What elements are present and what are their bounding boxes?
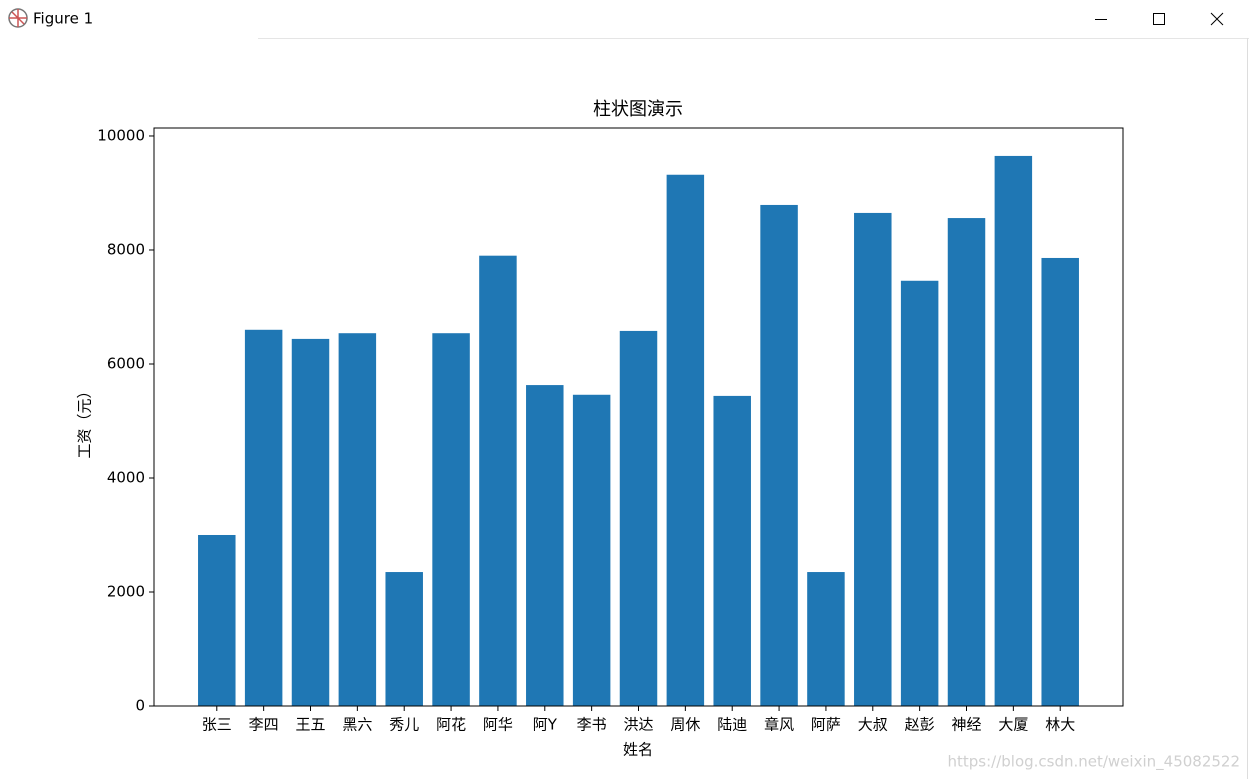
- window-title: Figure 1: [33, 10, 93, 28]
- x-tick-label: 章风: [764, 716, 794, 734]
- x-tick-label: 黑六: [342, 716, 372, 734]
- x-tick-label: 阿花: [436, 716, 466, 734]
- x-tick-label: 洪达: [623, 716, 653, 734]
- x-tick-label: 阿萨: [811, 716, 841, 734]
- bar: [572, 394, 611, 706]
- x-tick-label: 周休: [670, 716, 700, 734]
- bar: [432, 333, 470, 706]
- y-tick-label: 4000: [107, 468, 145, 486]
- bar: [854, 212, 892, 707]
- x-tick-label: 阿Y: [533, 716, 558, 734]
- x-tick-label: 大叔: [858, 716, 888, 734]
- bar: [666, 174, 705, 706]
- y-tick-label: 2000: [107, 582, 145, 600]
- x-tick-label: 神经: [951, 716, 981, 734]
- bar: [244, 329, 283, 706]
- bar: [526, 385, 564, 706]
- y-tick-label: 10000: [97, 126, 145, 144]
- title-bar: [0, 0, 1249, 38]
- y-tick-label: 8000: [107, 240, 145, 258]
- x-tick-label: 张三: [202, 716, 232, 734]
- x-tick-label: 赵彭: [905, 716, 935, 734]
- bar: [198, 534, 236, 706]
- x-tick-label: 李四: [249, 716, 279, 734]
- bar: [807, 572, 845, 706]
- bar: [994, 155, 1033, 706]
- chart-title: 柱状图演示: [593, 99, 683, 120]
- minimize-button[interactable]: [1078, 0, 1124, 38]
- x-tick-label: 陆迪: [717, 716, 747, 734]
- bar: [1041, 257, 1079, 706]
- bar: [291, 338, 330, 706]
- app-icon: [8, 8, 28, 28]
- bar: [760, 204, 798, 706]
- plot-frame: [153, 127, 1124, 707]
- close-button[interactable]: [1194, 0, 1240, 38]
- bar: [619, 330, 658, 706]
- x-tick-label: 秀儿: [389, 716, 419, 734]
- maximize-button[interactable]: [1136, 0, 1182, 38]
- x-axis-label: 姓名: [623, 741, 653, 759]
- x-tick-label: 林大: [1045, 716, 1075, 734]
- x-tick-label: 大厦: [998, 716, 1028, 734]
- bar: [900, 280, 939, 706]
- bar: [338, 333, 377, 706]
- bar: [385, 572, 423, 706]
- bar: [713, 395, 751, 706]
- x-tick-label: 王五: [295, 716, 325, 734]
- bar: [479, 255, 517, 706]
- y-axis-label: 工资（元）: [76, 383, 94, 458]
- x-tick-label: 阿华: [483, 716, 513, 734]
- x-tick-label: 李书: [577, 716, 607, 734]
- watermark: https://blog.csdn.net/weixin_45082522: [947, 753, 1240, 772]
- y-tick-label: 0: [135, 697, 145, 715]
- y-tick-label: 6000: [107, 354, 145, 372]
- bar: [947, 218, 986, 706]
